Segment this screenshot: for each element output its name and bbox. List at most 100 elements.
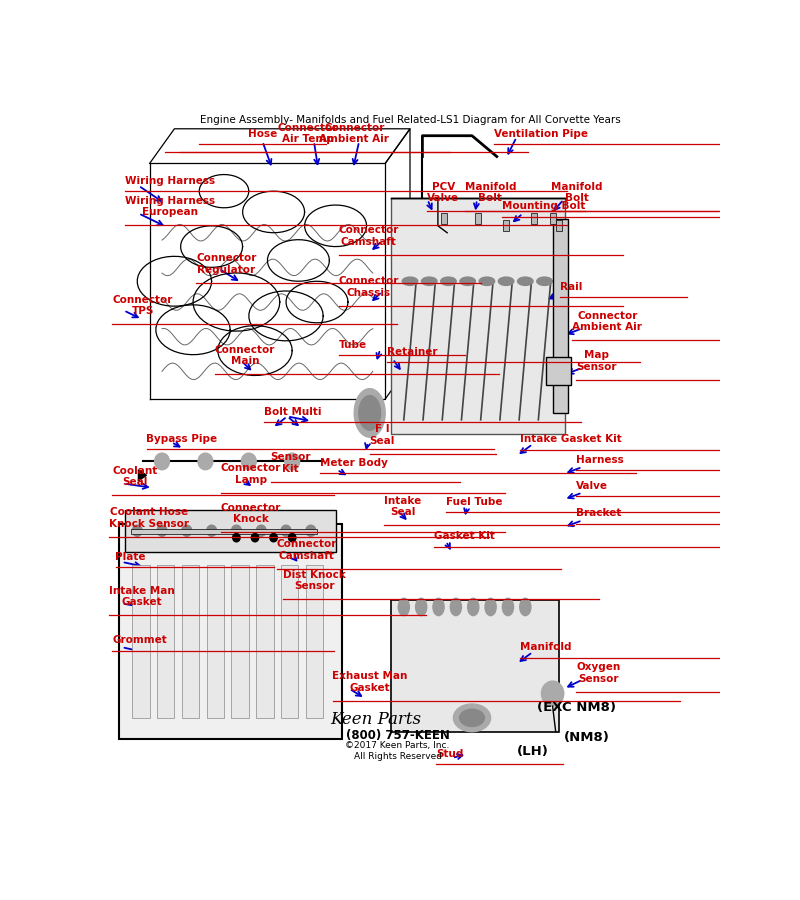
Text: Wiring Harness
European: Wiring Harness European	[125, 195, 215, 217]
Text: PCV
Valve: PCV Valve	[427, 182, 459, 203]
Bar	[118, 524, 342, 739]
Bar	[441, 213, 447, 224]
Bar	[391, 198, 565, 434]
Bar	[131, 528, 317, 535]
Text: Fuel Tube: Fuel Tube	[446, 497, 502, 507]
Text: Intake Gasket Kit: Intake Gasket Kit	[520, 435, 622, 445]
Bar	[231, 565, 249, 718]
Circle shape	[231, 526, 242, 536]
Text: Connector
Camshaft: Connector Camshaft	[277, 539, 337, 561]
Ellipse shape	[459, 709, 485, 726]
Circle shape	[242, 453, 256, 470]
Text: Connector
Regulator: Connector Regulator	[196, 253, 257, 274]
Circle shape	[306, 526, 316, 536]
Circle shape	[270, 534, 278, 542]
Circle shape	[233, 534, 240, 542]
Text: Meter Body: Meter Body	[320, 458, 388, 468]
Text: Connector
Chassis: Connector Chassis	[338, 276, 399, 298]
Ellipse shape	[502, 598, 514, 616]
Circle shape	[281, 526, 291, 536]
Ellipse shape	[468, 598, 479, 616]
Text: (800) 757-KEEN: (800) 757-KEEN	[346, 729, 450, 742]
Ellipse shape	[450, 598, 462, 616]
Text: Grommet: Grommet	[112, 635, 167, 645]
Bar	[546, 357, 571, 385]
Text: Map
Sensor: Map Sensor	[576, 350, 617, 372]
Circle shape	[542, 681, 564, 706]
Bar	[550, 213, 556, 224]
Text: Engine Assembly- Manifolds and Fuel Related-LS1 Diagram for All Corvette Years: Engine Assembly- Manifolds and Fuel Rela…	[200, 115, 620, 125]
Bar	[306, 565, 323, 718]
Text: Ventilation Pipe: Ventilation Pipe	[494, 129, 588, 139]
Text: (EXC NM8): (EXC NM8)	[537, 701, 616, 714]
Text: Rail: Rail	[560, 282, 582, 292]
Text: Bypass Pipe: Bypass Pipe	[146, 434, 218, 444]
Text: Tube: Tube	[338, 340, 367, 350]
Text: Intake
Seal: Intake Seal	[384, 496, 422, 518]
Text: Sensor
Kit: Sensor Kit	[270, 452, 311, 473]
Ellipse shape	[518, 277, 533, 285]
Ellipse shape	[398, 598, 410, 616]
Bar	[125, 510, 336, 552]
Text: Manifold
Bolt: Manifold Bolt	[551, 182, 603, 203]
Bar	[206, 565, 224, 718]
Ellipse shape	[498, 277, 514, 285]
Text: Oxygen
Sensor: Oxygen Sensor	[576, 662, 621, 684]
Ellipse shape	[520, 598, 531, 616]
Text: Connector
Air Temp: Connector Air Temp	[278, 122, 338, 144]
Text: Connector
Camshaft: Connector Camshaft	[338, 225, 399, 247]
Ellipse shape	[537, 277, 552, 285]
Circle shape	[157, 526, 167, 536]
Text: Harness: Harness	[576, 455, 624, 465]
Polygon shape	[138, 470, 146, 481]
Text: Mounting Bolt: Mounting Bolt	[502, 202, 585, 211]
Text: Connector
Ambient Air: Connector Ambient Air	[573, 310, 642, 332]
Text: Plate: Plate	[115, 552, 146, 562]
Bar	[132, 565, 150, 718]
Text: Valve: Valve	[576, 481, 608, 491]
Text: Connector
TPS: Connector TPS	[112, 294, 173, 316]
Ellipse shape	[422, 277, 437, 285]
Text: Exhaust Man
Gasket: Exhaust Man Gasket	[333, 671, 408, 693]
Bar	[391, 600, 558, 732]
Text: (NM8): (NM8)	[564, 731, 610, 743]
Text: Dist Knock
Sensor: Dist Knock Sensor	[283, 570, 346, 591]
Text: Connector
Lamp: Connector Lamp	[221, 464, 282, 485]
Bar	[531, 213, 537, 224]
Bar	[553, 219, 568, 413]
Ellipse shape	[354, 389, 386, 437]
Text: Connector
Ambient Air: Connector Ambient Air	[319, 122, 389, 144]
Text: Manifold: Manifold	[520, 643, 572, 652]
Text: (LH): (LH)	[517, 744, 549, 758]
Bar	[157, 565, 174, 718]
Text: Coolant
Seal: Coolant Seal	[112, 466, 158, 488]
Text: Gasket Kit: Gasket Kit	[434, 531, 494, 541]
Ellipse shape	[415, 598, 426, 616]
Text: Intake Man
Gasket: Intake Man Gasket	[110, 586, 175, 608]
Bar	[182, 565, 199, 718]
Text: Coolant Hose
Knock Sensor: Coolant Hose Knock Sensor	[110, 508, 190, 529]
Bar	[281, 565, 298, 718]
Ellipse shape	[402, 277, 418, 285]
Bar	[556, 220, 562, 231]
Ellipse shape	[441, 277, 456, 285]
Text: Retainer: Retainer	[387, 346, 438, 357]
Ellipse shape	[433, 598, 444, 616]
Ellipse shape	[460, 277, 475, 285]
Text: Wiring Harness: Wiring Harness	[125, 176, 215, 185]
Circle shape	[132, 526, 142, 536]
Circle shape	[251, 534, 258, 542]
Text: Connector
Knock: Connector Knock	[221, 502, 282, 524]
Text: ©2017 Keen Parts, Inc.
All Rights Reserved: ©2017 Keen Parts, Inc. All Rights Reserv…	[346, 742, 450, 760]
Bar	[503, 220, 509, 231]
Circle shape	[289, 534, 296, 542]
Bar	[475, 213, 482, 224]
Ellipse shape	[479, 277, 494, 285]
Circle shape	[285, 453, 300, 470]
Ellipse shape	[485, 598, 496, 616]
Circle shape	[182, 526, 192, 536]
Circle shape	[154, 453, 170, 470]
Bar	[256, 565, 274, 718]
Text: Hose: Hose	[248, 129, 277, 139]
Text: Keen Parts: Keen Parts	[330, 711, 422, 728]
